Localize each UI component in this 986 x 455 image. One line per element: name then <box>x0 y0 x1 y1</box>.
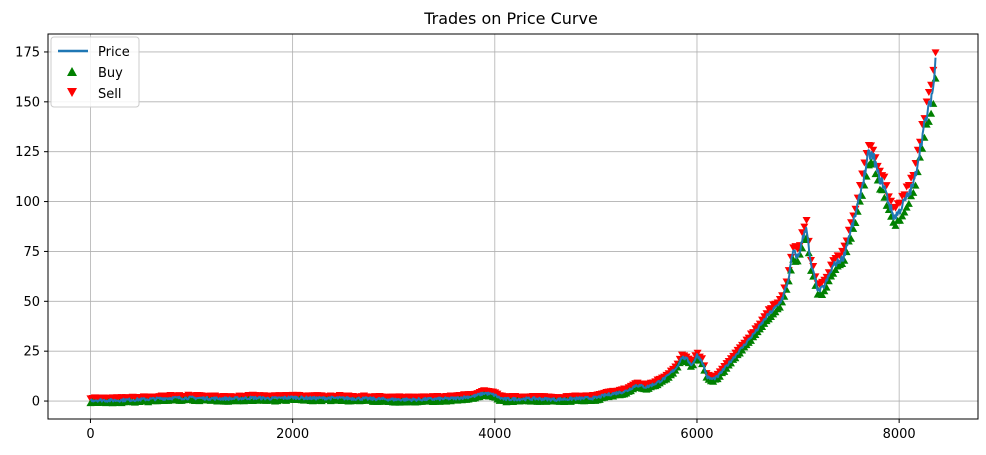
buy-marker <box>927 109 936 117</box>
y-tick-label: 125 <box>15 145 40 160</box>
legend-sell-label: Sell <box>98 87 121 102</box>
buy-marker <box>775 303 784 311</box>
buy-marker <box>822 283 831 291</box>
buy-markers <box>86 74 940 407</box>
sell-marker <box>800 223 809 231</box>
y-tick-label: 100 <box>15 195 40 210</box>
x-tick-label: 4000 <box>478 427 511 442</box>
buy-marker <box>689 361 698 369</box>
legend-sell-marker <box>67 88 77 97</box>
buy-marker <box>847 234 856 242</box>
sell-marker <box>802 216 811 224</box>
sell-marker <box>869 146 878 154</box>
sell-marker <box>882 182 891 190</box>
buy-marker <box>924 117 933 125</box>
buy-marker <box>902 203 911 211</box>
y-tick-label: 25 <box>23 345 40 360</box>
sell-marker <box>838 247 847 255</box>
x-tick-label: 2000 <box>276 427 309 442</box>
sell-marker <box>880 173 889 181</box>
y-tick-label: 150 <box>15 95 40 110</box>
price-series <box>89 57 937 403</box>
sell-marker <box>922 98 931 106</box>
buy-marker <box>900 208 909 216</box>
price-line <box>89 57 937 403</box>
buy-marker <box>831 266 840 274</box>
buy-marker <box>829 269 838 277</box>
y-tick-label: 0 <box>32 395 40 410</box>
buy-marker <box>820 287 829 295</box>
plot-frame <box>47 33 979 420</box>
sell-marker <box>693 349 702 357</box>
chart-title: Trades on Price Curve <box>423 9 598 28</box>
buy-marker <box>895 216 904 224</box>
legend-price-label: Price <box>98 45 130 60</box>
sell-marker <box>924 89 933 97</box>
sell-marker <box>895 199 904 207</box>
buy-marker <box>880 193 889 201</box>
x-tick-label: 0 <box>86 427 94 442</box>
sell-marker <box>887 197 896 205</box>
sell-marker <box>929 66 938 74</box>
y-tick-label: 75 <box>23 245 40 260</box>
x-axis: 0 2000 4000 6000 8000 <box>86 419 916 442</box>
buy-marker <box>931 74 940 82</box>
legend-buy-label: Buy <box>98 66 123 81</box>
buy-marker <box>871 170 880 178</box>
buy-marker <box>878 186 887 194</box>
buy-marker <box>904 199 913 207</box>
x-tick-label: 8000 <box>883 427 916 442</box>
legend-buy-marker <box>67 67 77 76</box>
y-axis: 0 25 50 75 100 125 150 175 <box>15 45 48 410</box>
sell-markers <box>86 49 940 403</box>
y-tick-label: 50 <box>23 295 40 310</box>
sell-marker <box>931 49 940 57</box>
x-tick-label: 6000 <box>680 427 713 442</box>
buy-marker <box>746 336 755 344</box>
buy-marker <box>818 290 827 298</box>
buy-marker <box>824 277 833 285</box>
grid-lines <box>48 34 978 419</box>
buy-marker <box>793 257 802 265</box>
sell-marker <box>867 142 876 150</box>
y-tick-label: 175 <box>15 45 40 60</box>
buy-marker <box>891 221 900 229</box>
legend: Price Buy Sell <box>50 36 140 108</box>
buy-marker <box>898 212 907 220</box>
